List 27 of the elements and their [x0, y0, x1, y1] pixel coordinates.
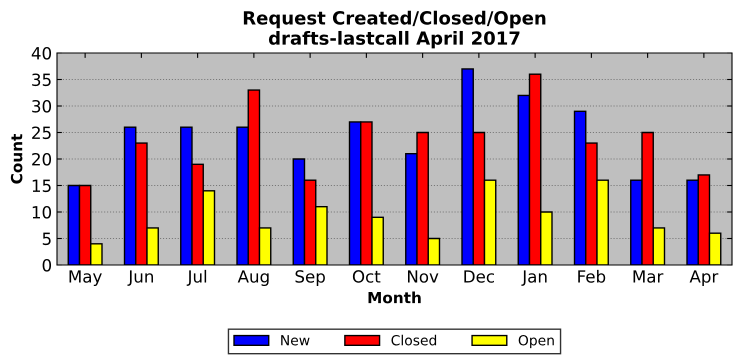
x-tick-label: Feb	[578, 270, 606, 283]
x-tick-label: Nov	[408, 270, 438, 283]
legend-label: New	[281, 335, 310, 346]
x-tick-label: Oct	[352, 270, 380, 283]
x-tick-label: Aug	[238, 270, 269, 286]
x-axis-title: Month	[368, 292, 421, 304]
x-tick-label: Mar	[634, 270, 664, 283]
x-tick-label: Jun	[127, 270, 153, 286]
y-tick-label: 0	[42, 258, 52, 272]
x-tick-label: Sep	[296, 270, 325, 286]
x-tick-label: May	[70, 270, 102, 286]
legend-label: Closed	[391, 334, 436, 346]
chart-title: Request Created/Closed/Open drafts-lastcall April 2017	[244, 10, 546, 48]
legend-label: Open	[518, 334, 554, 348]
y-tick-label: 10	[32, 206, 52, 219]
y-axis-title: Count	[10, 134, 22, 184]
x-tick-label: Jan	[521, 270, 547, 286]
y-tick-label: 25	[32, 126, 51, 140]
y-tick-label: 5	[42, 232, 51, 246]
y-tick-label: 35	[32, 73, 51, 86]
x-tick-label: Jul	[186, 270, 206, 286]
y-tick-label: 20	[32, 152, 52, 166]
y-tick-label: 15	[32, 180, 51, 192]
y-tick-label: 40	[32, 46, 52, 60]
x-tick-label: Dec	[464, 270, 494, 283]
y-tick-label: 30	[32, 100, 52, 113]
x-tick-label: Apr	[690, 270, 718, 286]
